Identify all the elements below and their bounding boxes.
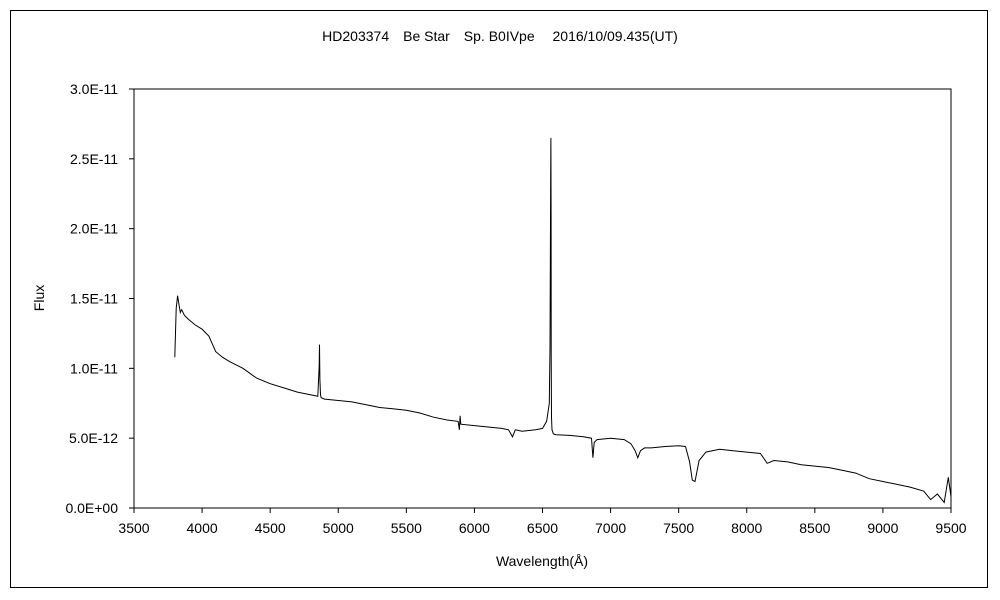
x-tick-label: 4500 [255, 520, 286, 536]
y-tick-label: 0.0E+00 [65, 500, 118, 516]
y-tick-label: 1.0E-11 [70, 360, 118, 376]
x-tick-label: 9000 [867, 520, 898, 536]
x-tick-label: 6000 [459, 520, 490, 536]
chart-frame [10, 10, 988, 588]
x-tick-label: 3500 [118, 520, 149, 536]
y-axis-label: Flux [31, 285, 47, 311]
y-tick-label: 3.0E-11 [70, 81, 118, 97]
x-tick-label: 8500 [799, 520, 830, 536]
x-tick-label: 9500 [935, 520, 966, 536]
x-tick-label: 5500 [391, 520, 422, 536]
x-axis-label: Wavelength(Å) [496, 553, 588, 569]
x-tick-label: 4000 [187, 520, 218, 536]
spectrum-series-line [174, 137, 952, 504]
plot-area [133, 88, 952, 509]
y-tick-label: 2.5E-11 [70, 151, 118, 167]
x-tick-label: 6500 [527, 520, 558, 536]
x-tick-label: 8000 [731, 520, 762, 536]
x-tick-label: 5000 [323, 520, 354, 536]
y-tick-label: 5.0E-12 [69, 430, 118, 446]
chart-title: HD203374 Be Star Sp. B0IVpe 2016/10/09.4… [322, 28, 678, 44]
x-tick-label: 7500 [663, 520, 694, 536]
x-tick-label: 7000 [595, 520, 626, 536]
y-tick-label: 1.5E-11 [70, 291, 118, 307]
y-tick-label: 2.0E-11 [70, 221, 118, 237]
